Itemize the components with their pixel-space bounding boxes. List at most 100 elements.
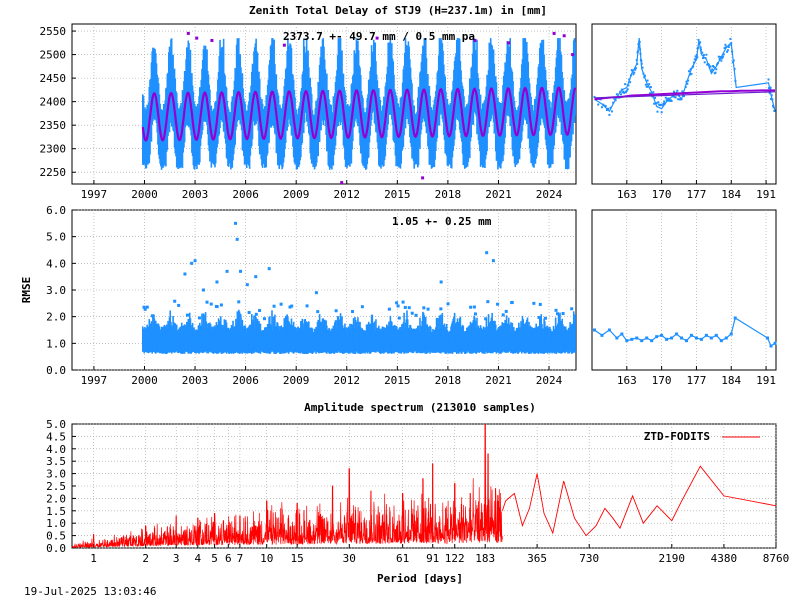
x-tick-label: 8760 (763, 552, 790, 565)
ztd-recent-point (664, 96, 667, 99)
ztd-recent-point (634, 68, 637, 71)
ztd-recent-point (726, 49, 729, 52)
rmse-scatter-point (496, 302, 500, 306)
ztd-recent-point (593, 95, 596, 98)
rmse-outlier-point (215, 280, 219, 284)
ztd-recent-point (632, 73, 635, 76)
x-tick-label: 3 (173, 552, 180, 565)
ztd-recent-point (770, 97, 773, 100)
y-tick-label: 4.0 (46, 443, 66, 456)
rmse-scatter-point (185, 313, 189, 317)
rmse-outlier-point (239, 269, 243, 273)
rmse-outlier-point (267, 267, 271, 271)
x-tick-label: 163 (617, 188, 637, 201)
ztd-recent-point (648, 83, 651, 86)
ztd-recent-point (722, 53, 725, 56)
rmse-scatter-point (334, 309, 338, 313)
rmse-recent-point (615, 336, 619, 340)
rmse-long-plot: 1997 2000 2003 2006 2009 2012 2015 2018 2021 2024… (46, 204, 576, 387)
ztd-recent-point (626, 88, 629, 91)
x-tick-label: 15 (291, 552, 304, 565)
ztd-recent-point (693, 58, 696, 61)
ztd-recent-point (641, 66, 644, 69)
rmse-recent-point (660, 333, 664, 337)
rmse-outlier-point (190, 261, 194, 265)
x-tick-label: 365 (527, 552, 547, 565)
x-tick-label: 170 (652, 188, 672, 201)
ztd-recent-point (665, 99, 668, 102)
x-tick-label: 2003 (182, 374, 209, 387)
ztd-recent-point (702, 53, 705, 56)
rmse-scatter-point (209, 302, 213, 306)
ztd-recent-point (767, 87, 770, 90)
ztd-recent-point (705, 53, 708, 56)
ztd-recent-point (709, 65, 712, 68)
ztd-recent-point (649, 92, 652, 95)
x-tick-label: 1997 (81, 374, 108, 387)
rmse-recent-point (724, 336, 728, 340)
ztd-long-plot: 1997 2000 2003 2006 2009 2012 2015 2018 2021 2024… (40, 24, 577, 201)
rmse-outlier-point (439, 280, 443, 284)
ztd-recent-point (663, 100, 666, 103)
ztd-recent-point (686, 82, 689, 85)
rmse-outlier-point (225, 269, 229, 273)
y-tick-label: 2.5 (46, 480, 66, 493)
rmse-recent-point (680, 336, 684, 340)
rmse-recent-point (630, 337, 634, 341)
y-tick-label: 2250 (40, 166, 67, 179)
x-tick-label: 2009 (283, 374, 310, 387)
ztd-recent-point (769, 86, 772, 89)
rmse-scatter-point (469, 305, 473, 309)
timestamp: 19-Jul-2025 13:03:46 (24, 585, 156, 598)
x-tick-label: 5 (211, 552, 218, 565)
ztd-stats-annotation: 2373.7 +- 49.7 mm / 0.5 mm pa (283, 30, 475, 43)
main-title: Zenith Total Delay of STJ9 (H=237.1m) in… (249, 4, 547, 17)
rmse-scatter-point (151, 314, 155, 318)
rmse-recent-point (600, 333, 604, 337)
spectrum-xlabel: Period [days] (377, 572, 463, 585)
ztd-recent-point (676, 89, 679, 92)
x-tick-label: 2015 (384, 188, 411, 201)
rmse-scatter-point (290, 304, 294, 308)
ztd-recent-point (605, 109, 608, 112)
y-tick-label: 0.0 (46, 364, 66, 377)
ztd-recent-point (629, 81, 632, 84)
rmse-recent-point (709, 336, 713, 340)
y-tick-label: 6.0 (46, 204, 66, 217)
rmse-scatter-point (537, 316, 541, 320)
rmse-outlier-point (201, 288, 205, 292)
y-tick-label: 1.5 (46, 505, 66, 518)
y-tick-label: 5.0 (46, 418, 66, 431)
rmse-scatter-point (556, 312, 560, 316)
x-tick-label: 4 (195, 552, 202, 565)
x-tick-label: 184 (721, 188, 741, 201)
rmse-scatter-point (288, 305, 292, 309)
rmse-scatter-point (439, 307, 443, 311)
ztd-recent-point (692, 61, 695, 64)
ztd-recent-point (681, 90, 684, 93)
rmse-scatter-point (177, 303, 181, 307)
ztd-recent-point (714, 71, 717, 74)
rmse-recent-point (625, 339, 629, 343)
ztd-recent-point (726, 50, 729, 53)
ztd-recent-point (630, 69, 633, 72)
ztd-recent-point (620, 93, 623, 96)
rmse-outlier-point (235, 237, 239, 241)
x-tick-label: 730 (579, 552, 599, 565)
rmse-scatter-point (397, 316, 401, 320)
rmse-scatter-point (473, 312, 477, 316)
x-tick-label: 2190 (659, 552, 686, 565)
rmse-recent-point (729, 332, 733, 336)
rmse-recent-point (699, 337, 703, 341)
y-tick-label: 2500 (40, 49, 67, 62)
rmse-scatter-point (214, 304, 218, 308)
x-tick-label: 61 (396, 552, 409, 565)
ztd-recent-point (644, 83, 647, 86)
rmse-outlier-point (491, 259, 495, 263)
x-tick-label: 4380 (711, 552, 738, 565)
y-tick-label: 2350 (40, 119, 67, 132)
rmse-outlier-point (183, 272, 187, 276)
rmse-recent-point (694, 336, 698, 340)
y-tick-label: 2450 (40, 72, 67, 85)
